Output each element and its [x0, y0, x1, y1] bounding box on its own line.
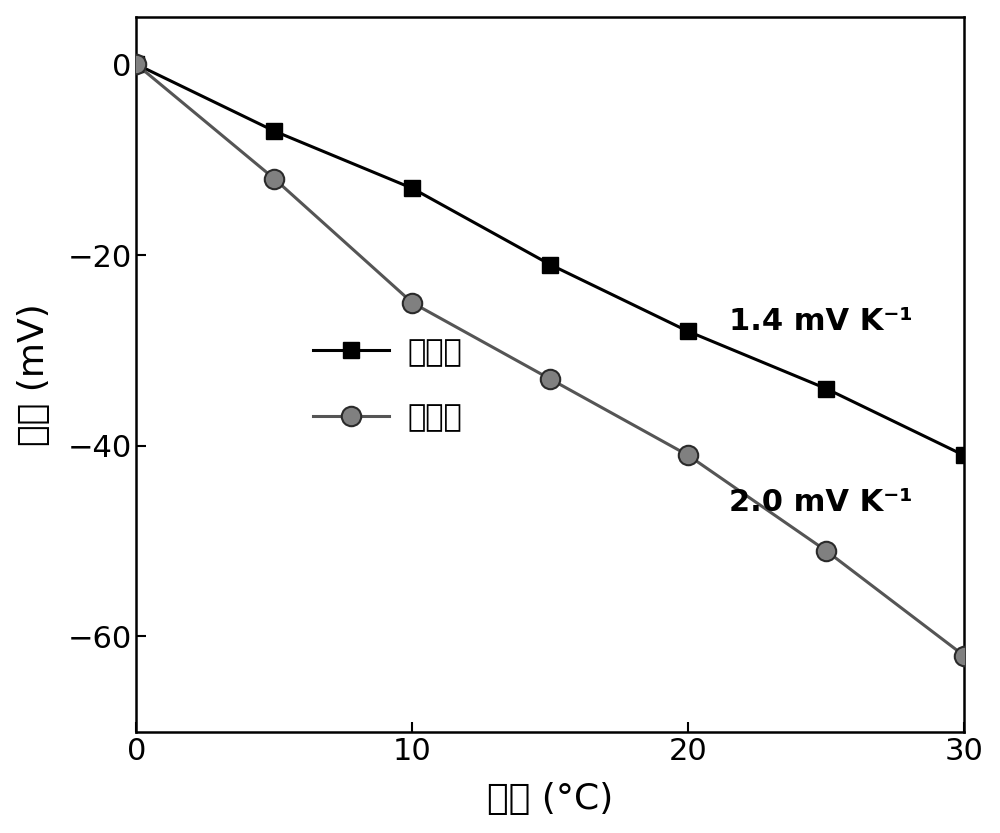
无尿素 — [268, 126, 280, 136]
有尿素 — [682, 451, 694, 461]
Text: 2.0 mV K⁻¹: 2.0 mV K⁻¹ — [729, 488, 913, 517]
Line: 有尿素: 有尿素 — [127, 55, 974, 666]
无尿素 — [682, 327, 694, 337]
无尿素 — [544, 260, 556, 270]
Legend: 无尿素, 有尿素: 无尿素, 有尿素 — [301, 326, 475, 445]
有尿素 — [130, 59, 142, 69]
无尿素 — [406, 183, 418, 193]
无尿素 — [130, 59, 142, 69]
有尿素 — [268, 174, 280, 184]
有尿素 — [820, 546, 832, 556]
有尿素 — [958, 651, 970, 661]
有尿素 — [544, 374, 556, 384]
Text: 1.4 mV K⁻¹: 1.4 mV K⁻¹ — [729, 307, 913, 337]
X-axis label: 温差 (°C): 温差 (°C) — [487, 782, 613, 816]
有尿素 — [406, 297, 418, 307]
无尿素 — [958, 451, 970, 461]
Y-axis label: 电压 (mV): 电压 (mV) — [17, 303, 51, 446]
无尿素 — [820, 383, 832, 393]
Line: 无尿素: 无尿素 — [129, 57, 972, 463]
